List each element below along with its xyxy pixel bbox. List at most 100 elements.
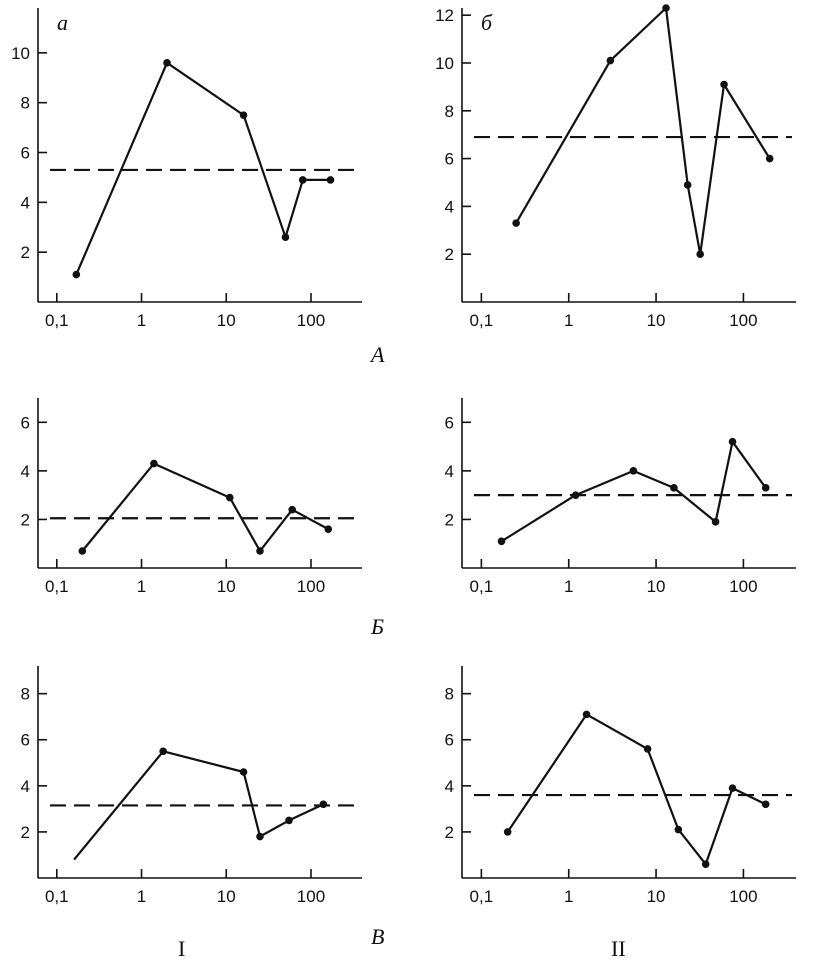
y-tick-label: 10 xyxy=(11,44,30,63)
data-point xyxy=(256,547,264,555)
data-point xyxy=(298,176,307,184)
chart-panel-3: 2 4 6 0,1 1 10 100 xyxy=(21,398,362,596)
data-point xyxy=(324,525,333,533)
data-point xyxy=(497,537,506,546)
data-point xyxy=(239,111,248,119)
y-tick-label: 2 xyxy=(21,823,30,842)
row-label-b: Б xyxy=(370,614,384,639)
y-tick-label: 10 xyxy=(435,54,454,73)
data-point xyxy=(571,491,580,499)
y-tick-label: 2 xyxy=(445,823,454,842)
y-tick-label: 8 xyxy=(445,685,454,704)
x-tick-label: 0,1 xyxy=(45,311,69,330)
y-tick-label: 4 xyxy=(445,197,454,216)
data-point xyxy=(159,747,167,756)
y-tick-label: 2 xyxy=(21,243,30,262)
y-tick-label: 2 xyxy=(445,245,454,264)
y-tick-label: 2 xyxy=(21,510,30,529)
chart-panel-2: 2 4 6 8 10 12 0,1 1 10 100 б xyxy=(435,4,796,330)
data-point xyxy=(701,860,710,868)
y-tick-label: 6 xyxy=(21,731,30,750)
y-tick-label: 8 xyxy=(21,685,30,704)
x-tick-label: 1 xyxy=(564,311,573,330)
data-point xyxy=(720,80,728,89)
data-point xyxy=(319,800,328,809)
data-point xyxy=(72,270,81,279)
data-point xyxy=(670,484,678,492)
panel-label: б xyxy=(481,10,493,35)
data-point xyxy=(512,219,520,227)
chart-panel-6: 2 4 6 8 0,1 1 10 100 xyxy=(445,666,796,906)
column-label-ii: II xyxy=(611,936,626,961)
x-tick-label: 10 xyxy=(647,887,666,906)
y-tick-label: 6 xyxy=(21,413,30,432)
data-point xyxy=(281,233,290,242)
data-point xyxy=(728,437,737,446)
data-point xyxy=(256,832,264,841)
data-point xyxy=(163,59,171,67)
data-point xyxy=(285,816,293,825)
y-tick-label: 8 xyxy=(21,94,30,113)
x-tick-label: 100 xyxy=(729,311,757,330)
data-point xyxy=(728,784,737,792)
series-line xyxy=(506,713,767,866)
data-point xyxy=(606,56,615,65)
data-point xyxy=(629,467,638,475)
data-point xyxy=(674,825,683,834)
x-tick-label: 100 xyxy=(729,887,757,906)
y-tick-label: 4 xyxy=(445,777,454,796)
data-point xyxy=(683,181,692,189)
data-point xyxy=(288,505,296,514)
data-point xyxy=(582,710,591,719)
x-tick-label: 1 xyxy=(137,577,146,596)
data-point xyxy=(696,250,704,258)
chart-panel-1: 2 4 6 8 10 0,1 1 10 100 а xyxy=(11,8,362,330)
data-point xyxy=(643,745,652,753)
y-tick-label: 12 xyxy=(435,6,454,25)
data-point xyxy=(662,4,670,12)
x-tick-label: 100 xyxy=(729,577,757,596)
x-tick-label: 10 xyxy=(647,577,666,596)
chart-panel-5: 2 4 6 8 0,1 1 10 100 xyxy=(21,666,362,906)
y-tick-label: 6 xyxy=(21,144,30,163)
data-point xyxy=(761,800,770,809)
data-point xyxy=(239,768,248,776)
data-point xyxy=(225,493,234,502)
x-tick-label: 0,1 xyxy=(45,887,69,906)
y-tick-label: 4 xyxy=(445,462,454,481)
x-tick-label: 100 xyxy=(297,887,325,906)
row-label-a: А xyxy=(369,342,385,367)
x-tick-label: 10 xyxy=(217,577,236,596)
x-tick-label: 1 xyxy=(137,311,146,330)
series-line xyxy=(515,6,771,256)
data-point xyxy=(78,547,87,555)
panel-label: а xyxy=(57,10,68,35)
x-tick-label: 0,1 xyxy=(470,311,494,330)
data-point xyxy=(326,176,335,184)
y-tick-label: 2 xyxy=(445,510,454,529)
column-label-i: I xyxy=(178,936,185,961)
x-tick-label: 10 xyxy=(647,311,666,330)
x-tick-label: 10 xyxy=(217,887,236,906)
chart-panel-4: 2 4 6 0,1 1 10 100 xyxy=(445,398,796,596)
x-tick-label: 1 xyxy=(137,887,146,906)
data-point xyxy=(765,154,774,163)
x-tick-label: 100 xyxy=(297,577,325,596)
series-line xyxy=(75,61,331,276)
row-label-v: В xyxy=(371,924,384,949)
data-point xyxy=(150,459,158,468)
y-tick-label: 8 xyxy=(445,102,454,121)
x-tick-label: 1 xyxy=(564,577,573,596)
y-tick-label: 6 xyxy=(445,150,454,169)
y-tick-label: 4 xyxy=(21,462,30,481)
y-tick-label: 6 xyxy=(445,413,454,432)
series-line xyxy=(500,440,767,543)
y-tick-label: 6 xyxy=(445,731,454,750)
series-line xyxy=(73,750,324,861)
x-tick-label: 0,1 xyxy=(470,887,494,906)
data-point xyxy=(761,484,770,492)
data-point xyxy=(711,518,720,526)
y-tick-label: 4 xyxy=(21,193,30,212)
x-tick-label: 0,1 xyxy=(470,577,494,596)
